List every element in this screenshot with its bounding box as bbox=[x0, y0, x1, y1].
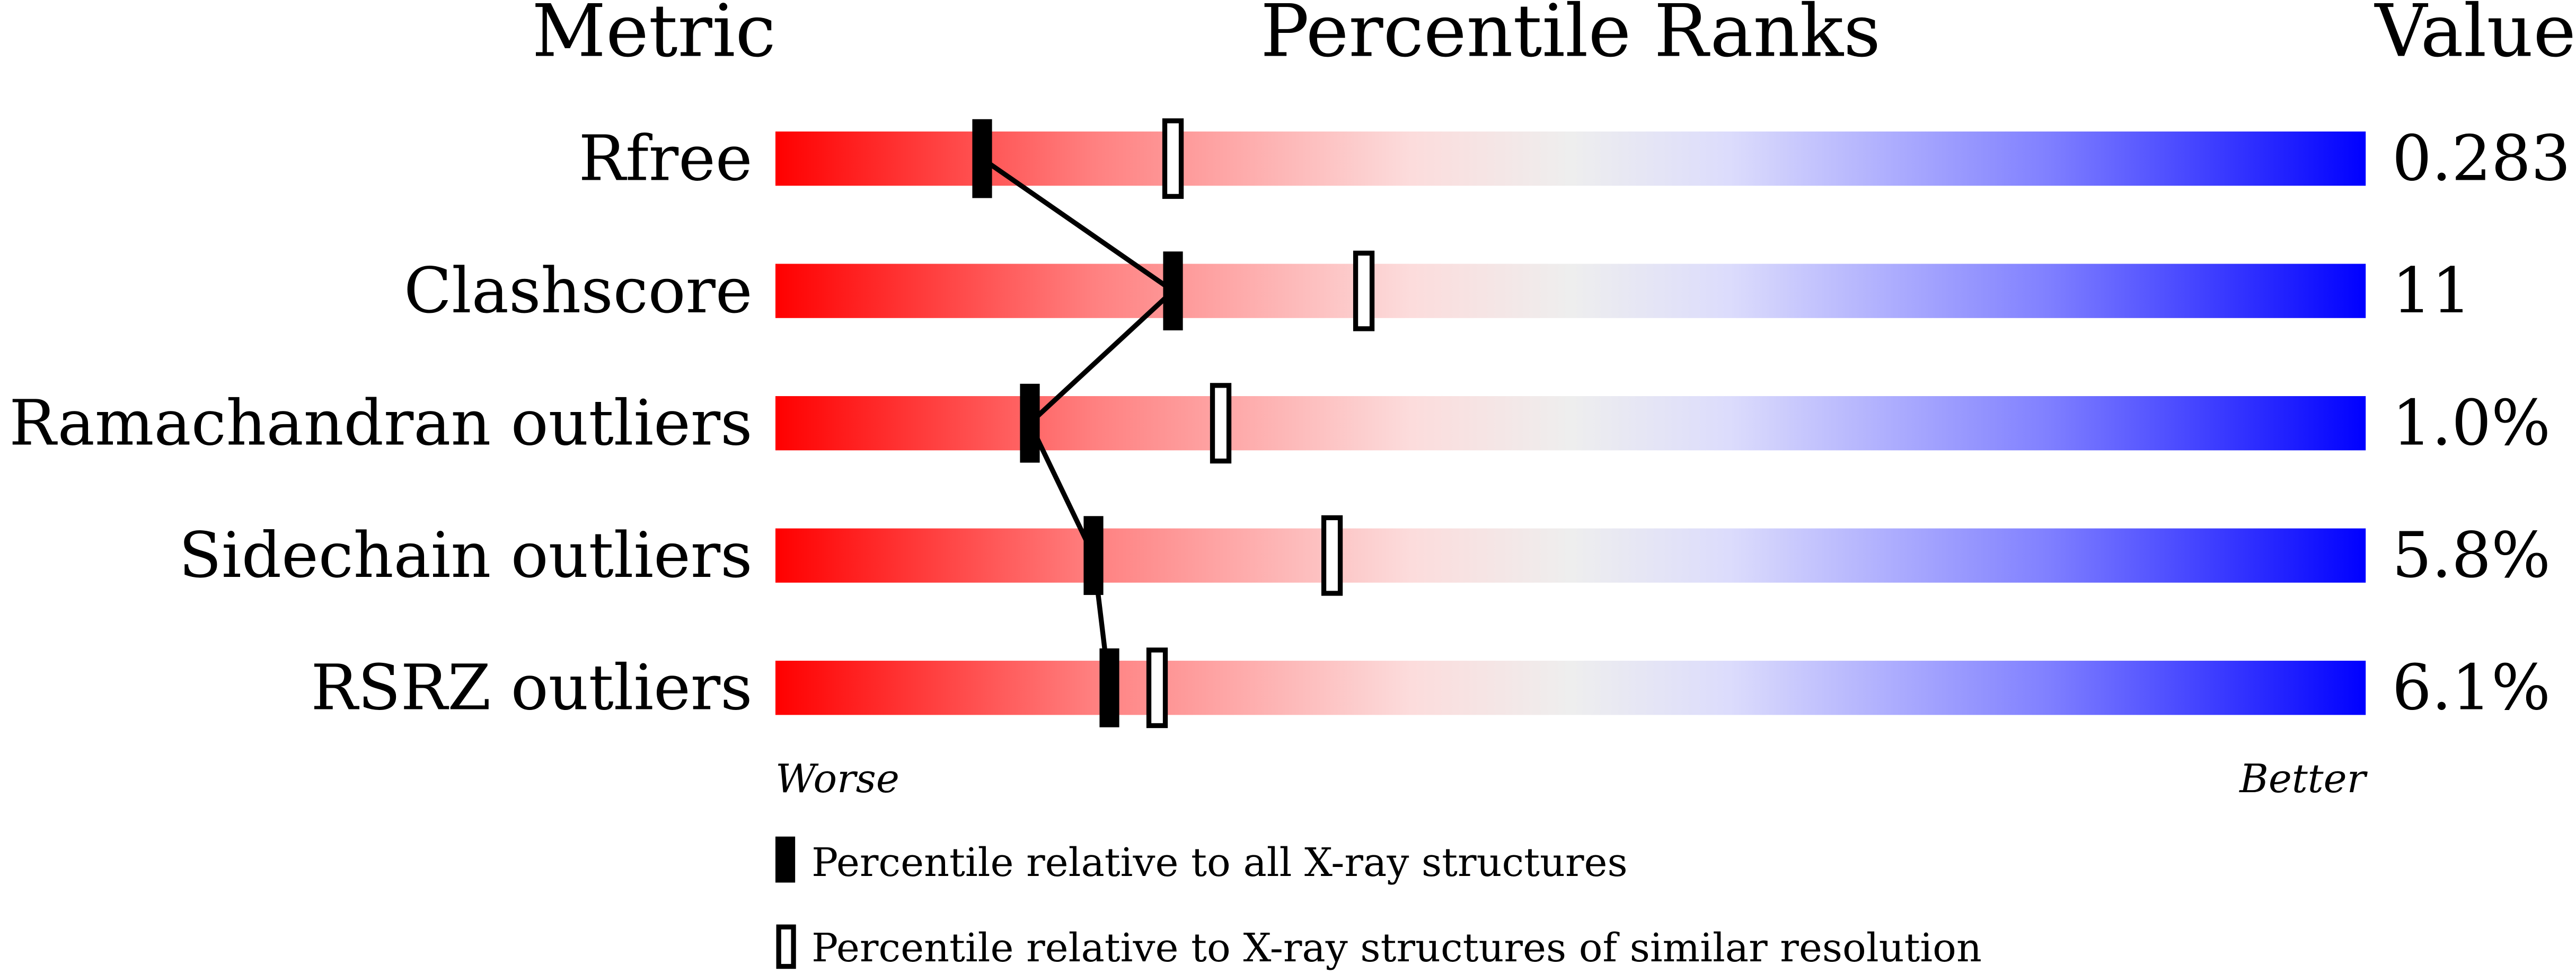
percentile-bar bbox=[775, 132, 2366, 186]
metric-value: 6.1% bbox=[2392, 651, 2551, 724]
all-structures-marker bbox=[972, 119, 992, 198]
metric-label: Rfree bbox=[579, 122, 753, 195]
all-structures-marker bbox=[1099, 648, 1119, 727]
metric-value: 5.8% bbox=[2392, 519, 2551, 592]
connector-line bbox=[981, 156, 1175, 293]
legend-all-marker bbox=[775, 836, 796, 883]
legend-all-label: Percentile relative to all X-ray structu… bbox=[811, 839, 1628, 886]
metric-value: 1.0% bbox=[2392, 387, 2551, 459]
legend-similar-label: Percentile relative to X-ray structures … bbox=[811, 925, 1982, 971]
metric-label: RSRZ outliers bbox=[311, 651, 752, 724]
metric-label: Sidechain outliers bbox=[179, 519, 752, 592]
header-value: Value bbox=[2374, 0, 2576, 73]
connector-line bbox=[1027, 422, 1096, 557]
percentile-bar bbox=[775, 528, 2366, 583]
similar-resolution-marker bbox=[1146, 647, 1168, 729]
connector-line bbox=[1028, 289, 1175, 425]
similar-resolution-marker bbox=[1162, 118, 1184, 199]
similar-resolution-marker bbox=[1321, 515, 1343, 596]
header-percentile-ranks: Percentile Ranks bbox=[1260, 0, 1881, 73]
worse-label: Worse bbox=[775, 756, 899, 802]
all-structures-marker bbox=[1020, 383, 1040, 463]
percentile-bar bbox=[775, 264, 2366, 318]
percentile-bar bbox=[775, 396, 2366, 451]
all-structures-marker bbox=[1083, 516, 1104, 595]
metric-label: Ramachandran outliers bbox=[9, 387, 752, 459]
header-metric: Metric bbox=[532, 0, 775, 73]
metric-value: 0.283 bbox=[2392, 122, 2571, 195]
similar-resolution-marker bbox=[1353, 250, 1375, 331]
legend-similar-marker bbox=[776, 924, 796, 969]
metric-label: Clashscore bbox=[404, 255, 753, 327]
better-label: Better bbox=[2238, 756, 2368, 802]
similar-resolution-marker bbox=[1210, 383, 1232, 464]
percentile-bar bbox=[775, 661, 2366, 715]
all-structures-marker bbox=[1163, 251, 1183, 331]
metric-value: 11 bbox=[2392, 255, 2472, 327]
